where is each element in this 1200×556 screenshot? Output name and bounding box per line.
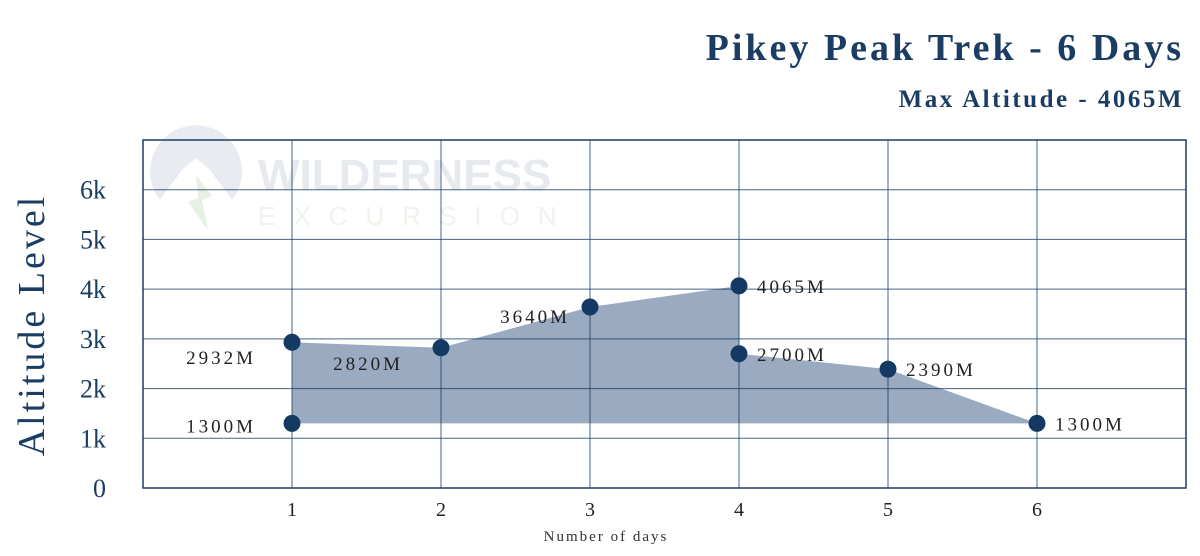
plot-border	[142, 139, 1187, 489]
x-tick-label: 5	[883, 499, 893, 521]
y-tick-label: 4k	[80, 275, 106, 304]
data-label: 2390M	[906, 360, 976, 381]
data-label: 1300M	[186, 416, 256, 437]
y-tick-label: 5k	[80, 225, 106, 254]
y-axis-label: Altitude Level	[11, 194, 53, 457]
data-point	[432, 339, 450, 357]
data-label: 4065M	[757, 277, 827, 298]
data-label: 2932M	[186, 348, 256, 369]
data-label: 3640M	[500, 307, 570, 328]
data-point	[283, 414, 301, 432]
data-point	[879, 360, 897, 378]
data-point	[730, 345, 748, 363]
y-tick-label: 0	[93, 474, 106, 503]
data-point	[730, 277, 748, 295]
watermark-logo: WILDERNESS EXCURSION	[150, 125, 575, 231]
x-axis-label: Number of days	[544, 529, 669, 545]
data-point	[283, 333, 301, 351]
x-tick-label: 6	[1032, 499, 1042, 521]
svg-text:WILDERNESS: WILDERNESS	[258, 151, 551, 200]
x-tick-label: 4	[734, 499, 744, 521]
x-tick-label: 2	[436, 499, 446, 521]
data-point	[581, 298, 599, 316]
x-tick-label: 3	[585, 499, 595, 521]
x-tick-label: 1	[287, 499, 297, 521]
y-tick-label: 2k	[80, 375, 106, 404]
altitude-area	[292, 285, 1037, 424]
y-tick-label: 6k	[80, 176, 106, 205]
y-tick-label: 1k	[80, 424, 106, 453]
data-label: 2700M	[757, 345, 827, 366]
chart-title: Pikey Peak Trek - 6 Days	[705, 27, 1184, 69]
chart-subtitle: Max Altitude - 4065M	[898, 86, 1184, 113]
y-tick-label: 3k	[80, 325, 106, 354]
svg-text:EXCURSION: EXCURSION	[258, 201, 575, 231]
data-point	[1028, 414, 1046, 432]
data-label: 1300M	[1055, 414, 1125, 435]
data-label: 2820M	[333, 354, 403, 375]
